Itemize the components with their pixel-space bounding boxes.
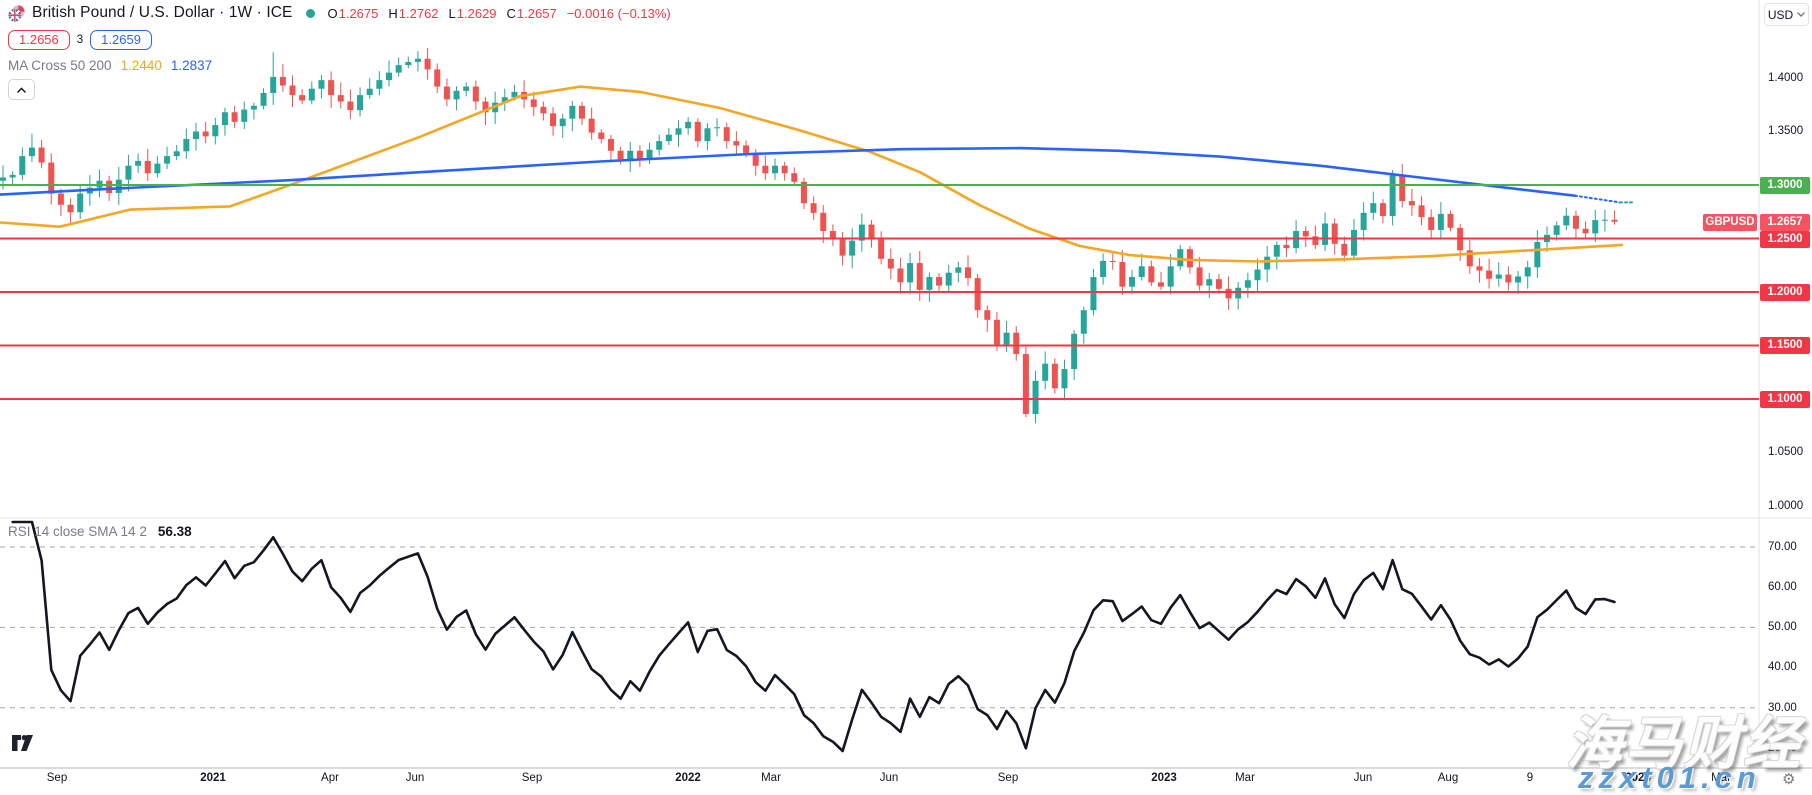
currency-pair-flag-icon xyxy=(8,4,25,22)
time-axis-label: Mar xyxy=(761,772,781,784)
tradingview-logo[interactable] xyxy=(12,735,33,757)
open-value: 1.2675 xyxy=(338,5,379,21)
rsi-axis-label: 50.00 xyxy=(1768,621,1797,633)
time-axis-label: Sep xyxy=(46,772,68,784)
rsi-value: 56.38 xyxy=(157,524,192,539)
time-axis-label: Apr xyxy=(321,772,339,784)
symbol-title-row: British Pound / U.S. Dollar · 1W · ICE O… xyxy=(8,3,671,23)
ma-cross-label: MA Cross 50 200 xyxy=(8,58,112,73)
rsi-label: RSI 14 close SMA 14 2 xyxy=(8,524,147,539)
time-axis-label: Sep xyxy=(521,772,543,784)
ma50-value: 1.2440 xyxy=(120,58,162,73)
candlestick-series xyxy=(0,47,1618,424)
price-axis-label: 1.0500 xyxy=(1768,446,1804,458)
collapse-legend-button[interactable] xyxy=(8,79,35,100)
rsi-axis-label: 30.00 xyxy=(1768,702,1797,714)
current-price-symbol-badge: GBPUSD xyxy=(1703,213,1757,231)
price-level-badge: 1.2657 xyxy=(1760,213,1810,231)
pane-frame xyxy=(0,0,1812,769)
symbol-title[interactable]: British Pound / U.S. Dollar · 1W · ICE xyxy=(32,4,293,21)
time-axis-label: Mar xyxy=(1711,772,1731,784)
high-value: 1.2762 xyxy=(398,5,439,21)
price-level-badge: 1.3000 xyxy=(1760,176,1810,194)
support-resistance-lines[interactable] xyxy=(0,184,1759,400)
change-value: −0.0016 (−0.13%) xyxy=(566,5,671,21)
market-status-dot xyxy=(306,8,316,18)
rsi-axis-label: 60.00 xyxy=(1768,581,1797,593)
chevron-down-icon xyxy=(1797,12,1805,17)
price-axis-label: 1.0000 xyxy=(1768,500,1804,512)
rsi-axis-label: 40.00 xyxy=(1768,661,1797,673)
bid-ask-row: 1.2656 3 1.2659 xyxy=(8,30,671,50)
rsi-indicator-legend[interactable]: RSI 14 close SMA 14 2 56.38 xyxy=(8,524,192,539)
time-axis-label: Mar xyxy=(1235,772,1255,784)
watermark-site: zzxt01.cn xyxy=(1578,760,1761,795)
buy-ask-button[interactable]: 1.2659 xyxy=(90,30,152,50)
rsi-axis-label: 70.00 xyxy=(1768,541,1797,553)
ma-cross-legend[interactable]: MA Cross 50 200 1.2440 1.2837 xyxy=(8,58,671,73)
time-axis-label: Jun xyxy=(879,772,899,784)
time-axis-label: Jun xyxy=(1353,772,1373,784)
rsi-axis-label: 20.00 xyxy=(1768,742,1797,754)
time-axis-label: 2022 xyxy=(675,772,701,784)
ma200-line xyxy=(0,146,1577,197)
price-level-badge: 1.1500 xyxy=(1760,336,1810,354)
price-level-badge: 1.1000 xyxy=(1760,390,1810,408)
time-axis-label: Aug xyxy=(1437,772,1459,784)
chevron-up-icon xyxy=(17,86,26,93)
price-level-badge: 1.2500 xyxy=(1760,230,1810,248)
price-axis-label: 1.3500 xyxy=(1768,125,1804,137)
rsi-line xyxy=(11,520,1616,753)
currency-selector-value: USD xyxy=(1767,7,1794,22)
sell-bid-button[interactable]: 1.2656 xyxy=(8,30,70,50)
time-axis-label: 9 xyxy=(1526,772,1534,784)
time-axis-label: 2024 xyxy=(1625,772,1651,784)
axis-settings-gear-icon[interactable]: ⚙ xyxy=(1782,771,1796,788)
close-value: 1.2657 xyxy=(516,5,557,21)
price-axis-label: 1.4000 xyxy=(1768,72,1804,84)
price-level-badge: 1.2000 xyxy=(1760,283,1810,301)
ma200-value: 1.2837 xyxy=(170,58,213,73)
rsi-pane xyxy=(0,520,1759,753)
ma200-line-dashed-tail xyxy=(1574,194,1621,204)
time-axis-label: 2023 xyxy=(1151,772,1177,784)
ma50-line xyxy=(0,85,1624,263)
low-value: 1.2629 xyxy=(456,5,497,21)
time-axis-label: Jun xyxy=(405,772,425,784)
currency-selector[interactable]: USD xyxy=(1764,3,1809,26)
watermark-chinese: 海马财经 xyxy=(1566,712,1802,776)
ohlc-values: O 1.2675 H 1.2762 L 1.2629 C 1.2657 −0.0016 … xyxy=(327,5,671,21)
symbol-legend: British Pound / U.S. Dollar · 1W · ICE O… xyxy=(8,3,671,100)
time-axis-label: Sep xyxy=(997,772,1019,784)
spread-value: 3 xyxy=(76,34,84,46)
time-axis-label: 2021 xyxy=(200,772,226,784)
